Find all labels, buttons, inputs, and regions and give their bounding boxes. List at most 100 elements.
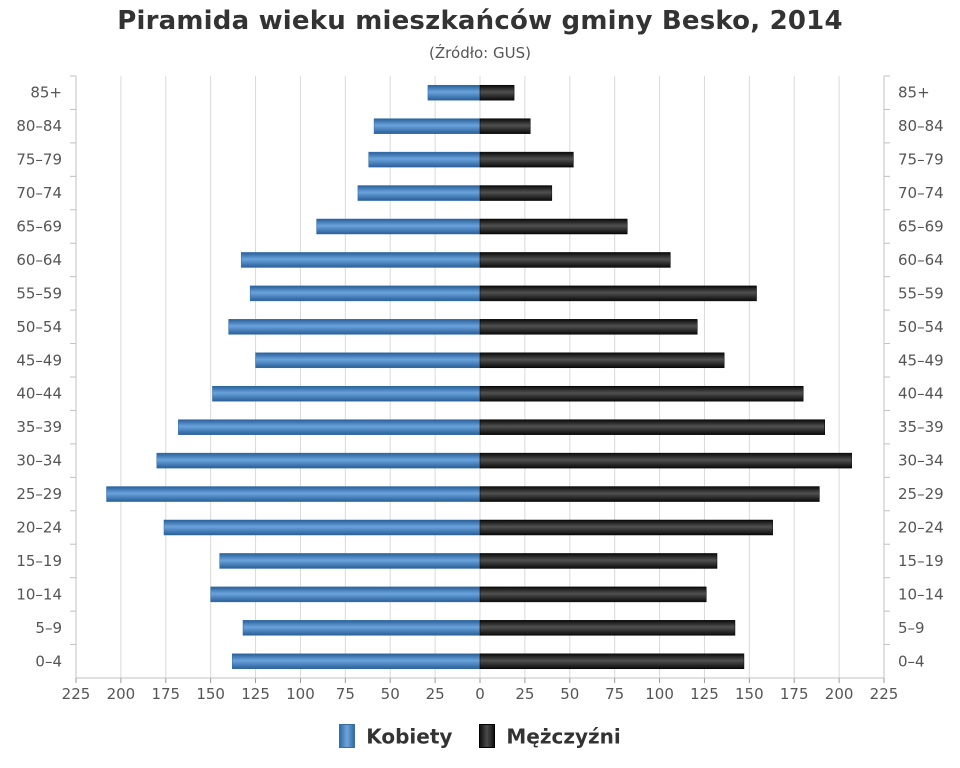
y-tick-label-left: 45–49 [16,351,62,369]
y-tick-label-right: 20–24 [898,519,944,537]
bar-men[interactable] [479,385,804,402]
y-tick-label-left: 30–34 [16,452,62,470]
bar-men[interactable] [479,419,825,435]
bar-men[interactable] [479,519,773,536]
bar-women[interactable] [368,151,481,168]
bar-women[interactable] [427,84,481,101]
y-tick-label-right: 15–19 [898,552,944,570]
legend-item-women[interactable]: Kobiety [339,723,452,749]
y-tick-label-right: 60–64 [898,251,944,269]
legend-label-women: Kobiety [366,724,453,749]
legend-label-men: Mężczyźni [506,724,621,749]
bar-men[interactable] [479,319,698,335]
x-tick-label: 200 [107,685,136,703]
bar-women[interactable] [316,218,481,235]
tick-labels: 225 200 175 150 125 100 75 50 25 0 25 50 75 100 125 150… [16,84,943,703]
y-tick-label-right: 40–44 [898,385,944,403]
y-tick-label-left: 0–4 [35,652,62,670]
y-tick-label-right: 75–79 [898,151,944,169]
legend-item-men[interactable]: Mężczyźni [479,723,621,749]
bar-women[interactable] [240,252,481,268]
legend: Kobiety Mężczyźni [0,722,960,749]
bar-women[interactable] [210,586,481,603]
y-tick-label-left: 75–79 [16,151,62,169]
bar-women[interactable] [231,653,481,670]
x-tick-label: 0 [475,685,485,703]
legend-swatch-men [479,724,496,749]
x-tick-label: 175 [780,685,809,703]
bar-women[interactable] [249,285,481,302]
y-tick-label-left: 15–19 [16,552,62,570]
bar-women[interactable] [242,620,481,636]
y-tick-label-left: 65–69 [16,218,62,236]
y-tick-label-left: 25–29 [16,485,62,503]
y-tick-label-left: 85+ [30,84,62,102]
x-tick-label: 150 [735,685,764,703]
bar-women[interactable] [357,185,481,201]
bar-men[interactable] [479,586,707,603]
x-tick-label: 50 [560,685,579,703]
x-tick-label: 200 [825,685,854,703]
x-tick-label: 225 [870,685,899,703]
y-tick-label-right: 65–69 [898,218,944,236]
bar-men[interactable] [479,84,515,101]
bar-men[interactable] [479,151,574,168]
y-tick-label-left: 60–64 [16,251,62,269]
y-tick-label-right: 10–14 [898,585,944,603]
bar-men[interactable] [479,185,553,201]
bar-men[interactable] [479,553,718,569]
x-tick-label: 75 [336,685,355,703]
x-tick-label: 100 [286,685,315,703]
y-tick-label-right: 5–9 [898,619,925,637]
y-tick-label-left: 55–59 [16,284,62,302]
x-tick-label: 50 [381,685,400,703]
chart-subtitle: (Źródło: GUS) [429,44,531,62]
x-tick-label: 225 [62,685,91,703]
y-tick-label-right: 50–54 [898,318,944,336]
x-tick-label: 25 [426,685,445,703]
y-tick-label-left: 10–14 [16,585,62,603]
bar-men[interactable] [479,452,852,469]
bar-women[interactable] [255,352,481,369]
y-tick-label-right: 85+ [898,84,930,102]
bar-women[interactable] [178,419,481,435]
y-tick-label-right: 70–74 [898,184,944,202]
x-tick-label: 150 [196,685,225,703]
bar-men[interactable] [479,486,820,502]
bar-women[interactable] [228,319,481,335]
bar-women[interactable] [106,486,481,502]
legend-swatch-women [339,724,356,749]
x-tick-label: 25 [515,685,534,703]
x-tick-label: 125 [690,685,719,703]
bar-men[interactable] [479,218,628,235]
bar-women[interactable] [219,553,481,569]
bar-men[interactable] [479,653,745,670]
bar-women[interactable] [373,118,481,134]
y-tick-label-right: 80–84 [898,117,944,135]
y-tick-label-right: 45–49 [898,351,944,369]
y-tick-label-left: 70–74 [16,184,62,202]
bar-women[interactable] [163,519,481,536]
bar-women[interactable] [212,385,481,402]
x-tick-label: 125 [241,685,270,703]
y-tick-label-right: 55–59 [898,284,944,302]
y-tick-label-left: 5–9 [35,619,62,637]
y-tick-label-left: 40–44 [16,385,62,403]
bar-men[interactable] [479,620,736,636]
y-tick-label-left: 80–84 [16,117,62,135]
x-tick-label: 75 [605,685,624,703]
y-tick-label-right: 25–29 [898,485,944,503]
axes [70,75,890,683]
y-tick-label-left: 50–54 [16,318,62,336]
bar-women[interactable] [156,452,481,469]
bar-men[interactable] [479,285,757,302]
x-tick-label: 100 [645,685,674,703]
x-tick-label: 175 [151,685,180,703]
bar-men[interactable] [479,352,725,369]
bar-men[interactable] [479,118,531,134]
y-tick-label-right: 30–34 [898,452,944,470]
bar-men[interactable] [479,252,671,268]
y-tick-label-left: 20–24 [16,519,62,537]
